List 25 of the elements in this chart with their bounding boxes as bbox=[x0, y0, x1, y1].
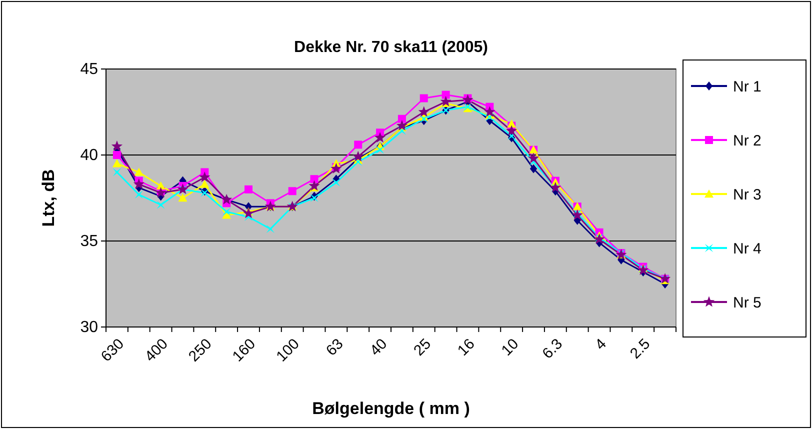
x-tick-label: 4 bbox=[592, 336, 610, 354]
legend-label: Nr 1 bbox=[733, 78, 762, 96]
x-tick-label: 400 bbox=[142, 336, 172, 366]
x-tick-label: 63 bbox=[322, 336, 347, 360]
x-tick-label: 250 bbox=[185, 336, 216, 366]
x-axis-title: Bølgelengde ( mm ) bbox=[312, 399, 470, 418]
legend-label: Nr 2 bbox=[733, 132, 762, 150]
x-tick-label: 630 bbox=[98, 336, 128, 366]
x-tick-label: 160 bbox=[229, 336, 260, 366]
chart-title: Dekke Nr. 70 ska11 (2005) bbox=[294, 39, 488, 56]
x-tick-label: 2.5 bbox=[626, 336, 654, 362]
y-tick-label: 40 bbox=[80, 147, 98, 164]
legend-label: Nr 5 bbox=[733, 294, 762, 312]
y-axis-title: Ltx, dB bbox=[39, 169, 58, 227]
y-tick-label: 45 bbox=[80, 61, 98, 78]
x-tick-label: 25 bbox=[410, 336, 434, 360]
x-tick-label: 100 bbox=[273, 336, 303, 366]
x-tick-label: 10 bbox=[498, 336, 522, 360]
x-tick-label: 40 bbox=[366, 336, 391, 360]
y-tick-label: 35 bbox=[80, 233, 98, 250]
x-tick-label: 6.3 bbox=[539, 336, 566, 362]
x-tick-label: 16 bbox=[454, 336, 478, 360]
legend-label: Nr 3 bbox=[733, 186, 762, 204]
legend-label: Nr 4 bbox=[733, 240, 762, 258]
y-tick-label: 30 bbox=[80, 319, 98, 336]
